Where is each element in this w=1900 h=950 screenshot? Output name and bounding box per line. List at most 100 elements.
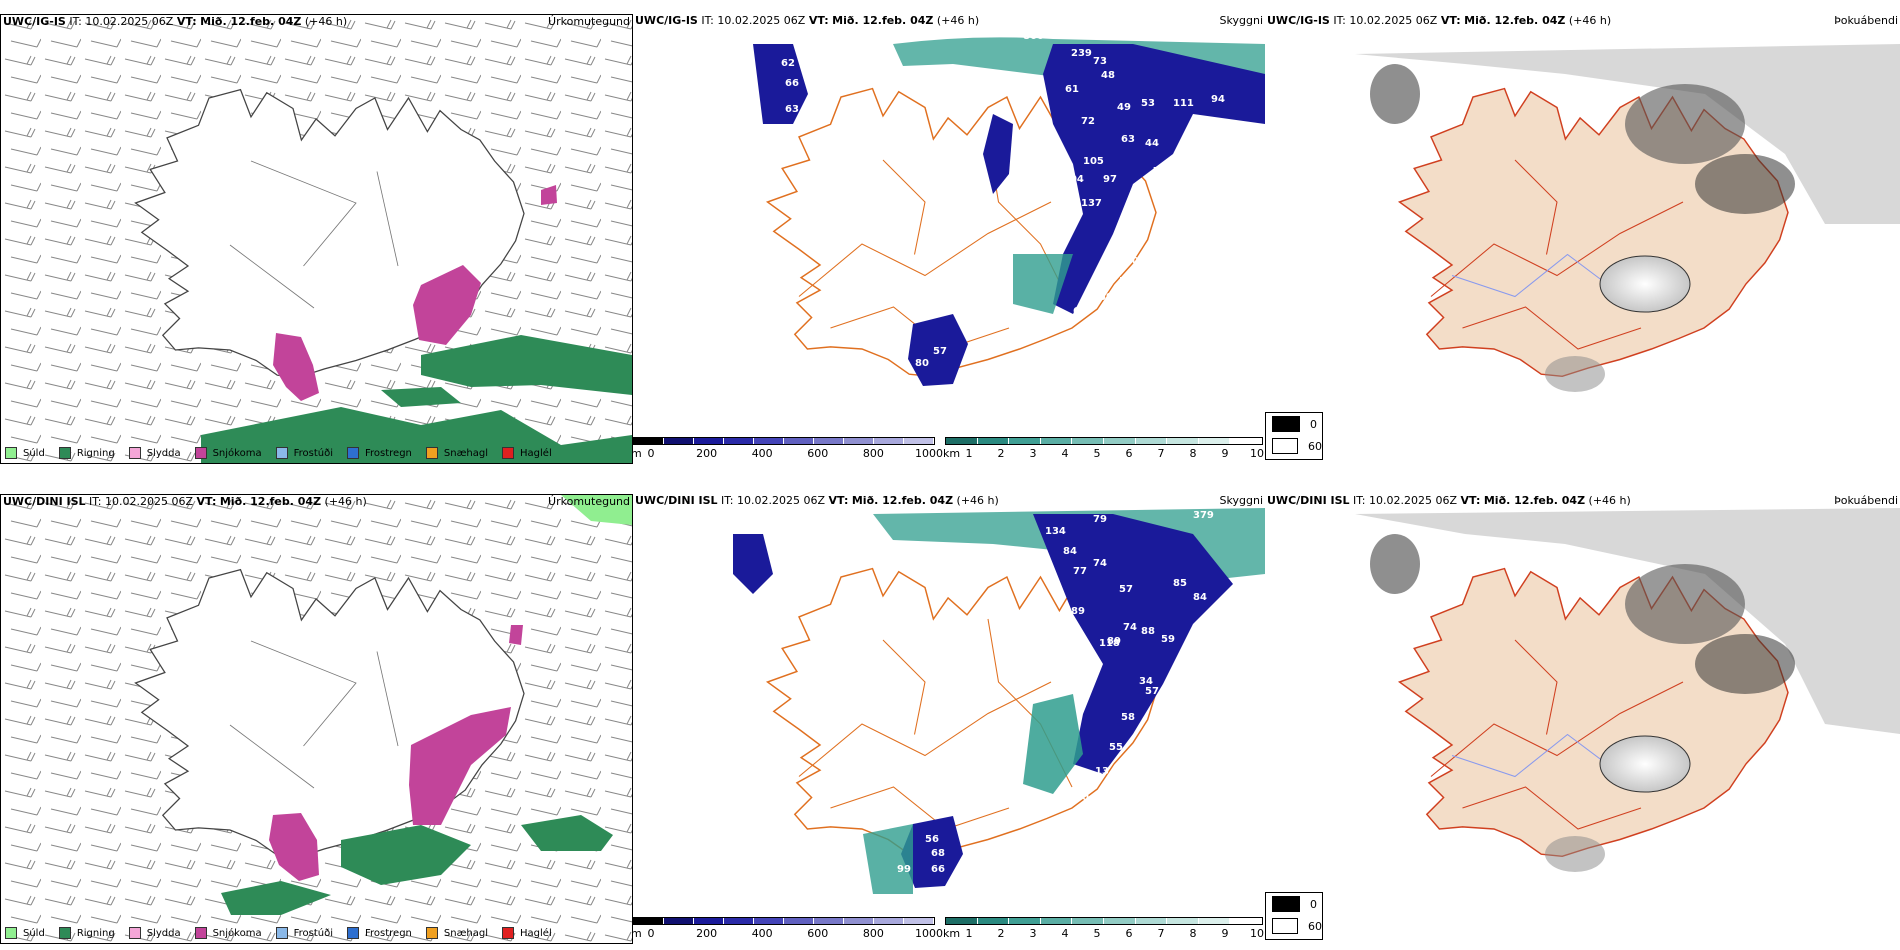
cloud-base-label: 97 [1103,174,1117,185]
colorbar-segment [844,918,874,924]
cloud-base-label: 74 [1123,622,1137,633]
colorbar-segment [904,918,934,924]
rain-area [421,335,632,395]
colorbar-strip [945,917,1263,925]
colorbar-unit: km [943,447,961,460]
colorbar-segment [724,438,754,444]
cloud-base-label: 13 [1095,766,1109,777]
cloud-base-label: 73 [1153,166,1167,177]
colorbar-tick: 6 [1125,927,1133,940]
legend-label: Frostregn [365,447,412,459]
colorbar-tick: 9 [1221,447,1229,460]
colorbar-segment [784,918,814,924]
precip-legend: Súld Rigning Slydda Snjókoma Frostúði Frostre… [5,927,566,939]
precip-panel-bottom: UWC/DINI ISL IT: 10.02.2025 06Z VT: Mið.… [0,494,633,944]
cloud-base-label: 97 [1069,682,1083,693]
cloud-base-label: 36 [1071,662,1085,673]
colorbar-tick: 0 [647,447,655,460]
cloud-base-label: 56 [925,834,939,845]
cloud-base-label: 79 [1093,514,1107,525]
colorbar-tick: 3 [1029,927,1037,940]
colorbar-tick: 6 [1125,447,1133,460]
cloud-base-label: 80 [915,358,929,369]
cloud-panel-bottom: 134 79 379 84 77 74 57 85 84 89 74 88 59 89 118 36 97 34 5… [633,494,1265,944]
legend-swatch [58,447,71,459]
colorbar-tick: 5 [1093,927,1101,940]
cloud-base-label: 57 [1145,686,1159,697]
colorbar-segment [814,438,844,444]
cloud-base-label: 66 [785,78,799,89]
colorbar-strip [633,917,935,925]
cloud-base-label: 71 [1071,776,1085,787]
cloud-base-label: 67 [1115,258,1129,269]
colorbar-segment [1198,918,1231,924]
colorbar-segment [1167,918,1199,924]
legend-swatch [502,447,515,459]
colorbar-segment [1009,438,1041,444]
legend-item: Súld [5,927,45,939]
legend-item: Slydda [128,927,181,939]
colorbar-segment [814,918,844,924]
cloud-panel-top: 62 66 63 866 239 73 61 48 72 49 53 111 94 63 44 105 97 10… [633,14,1265,464]
legend-swatch [425,927,438,939]
cloud-base-label: 44 [1145,138,1159,149]
fog-map [1355,508,1900,872]
legend-swatch [128,447,141,459]
colorbar-tick: 1 [965,927,973,940]
legend-item: Súld [5,447,45,459]
colorbar-tick: 4 [1061,447,1069,460]
colorbar-tick: 600 [807,927,829,940]
colorbar-strip [633,437,935,445]
cloud-base-label: 55 [1109,742,1123,753]
cloud-base-label: 239 [1071,48,1092,59]
snow-area [541,185,557,205]
fog-legend-row: 0 [1266,893,1322,915]
colorbar-tick: 9 [1221,927,1229,940]
cloud-base-label: 74 [1093,558,1107,569]
precip-map [1,15,632,463]
legend-item: Rigning [58,927,115,939]
colorbar-tick: 0 [647,927,655,940]
legend-swatch [194,927,207,939]
cloudbase-colorbar: m 0 200 400 600 800 1000 [631,917,943,941]
colorbar-tick: 7 [1157,927,1165,940]
colorbar-segment [874,918,904,924]
legend-label: Snjókoma [212,927,262,939]
cloud-base-label: 57 [933,346,947,357]
colorbar-tick: 8 [1189,927,1197,940]
colorbar-tick: 1 [965,447,973,460]
legend-item: Frostregn [347,447,412,459]
fog-legend-row: 60 [1266,435,1322,457]
colorbar-tick: 3 [1029,447,1037,460]
legend-swatch [347,447,359,459]
panel-title: Úrkomutegund [548,495,630,508]
cloud-base-label: 89 [1107,636,1121,647]
fog-panel-bottom: UWC/DINI ISL IT: 10.02.2025 06Z VT: Mið.… [1265,494,1900,944]
colorbar-segment [784,438,814,444]
legend-label: Snæhagl [443,447,489,459]
cloud-base-label: 58 [1121,712,1135,723]
legend-label: Frostregn [365,927,412,939]
cloud-base-label: 77 [1073,566,1087,577]
colorbar-tick: 200 [696,447,718,460]
colorbar-segment [946,918,978,924]
colorbar-unit: km [943,927,961,940]
cloud-base-label: 88 [1141,626,1155,637]
cloud-base-label: 59 [1099,292,1113,303]
cloud-base-label: 59 [1161,634,1175,645]
legend-item: Haglél [502,927,552,939]
colorbar-tick: 4 [1061,927,1069,940]
legend-swatch [128,927,141,939]
legend-item: Haglél [502,447,552,459]
colorbar-segment [1103,918,1136,924]
legend-swatch [347,927,359,939]
legend-label: Snæhagl [443,927,489,939]
cloud-base-label: 94 [1211,94,1225,105]
precip-panel-top: UWC/IG-IS IT: 10.02.2025 06Z VT: Mið. 12… [0,14,633,464]
colorbar-segment [694,438,724,444]
precip-map [1,495,632,943]
legend-item: Frostregn [347,927,412,939]
